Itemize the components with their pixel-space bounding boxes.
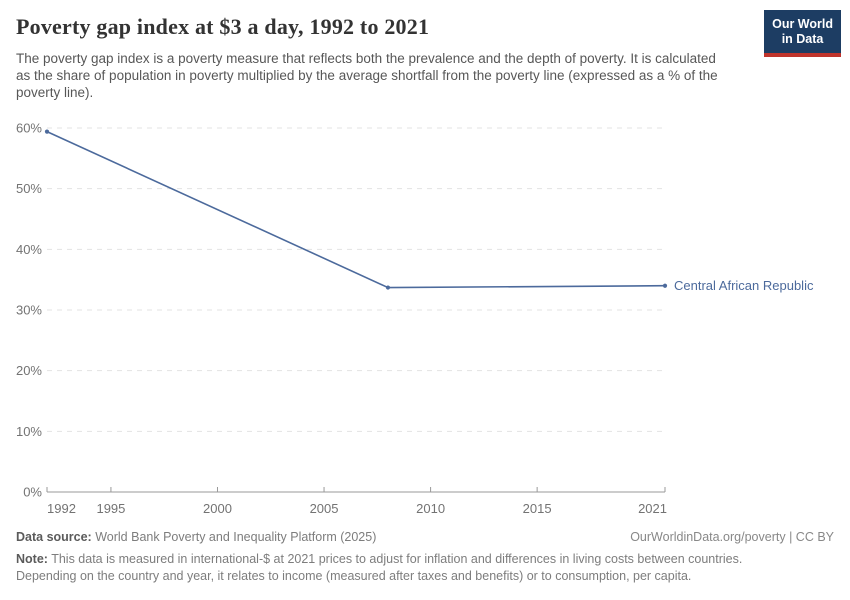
series-line [46, 130, 666, 289]
chart-subtitle: The poverty gap index is a poverty measu… [16, 51, 718, 100]
data-source-label: Data source: [16, 530, 92, 544]
source-row: Data source: World Bank Poverty and Ineq… [16, 530, 834, 544]
x-tick-label: 2005 [310, 501, 339, 516]
y-tick-label: 0% [23, 485, 42, 500]
y-tick-label: 40% [16, 242, 42, 257]
x-tick-label: 1992 [47, 501, 76, 516]
line-chart: 0% 10% 20% 30% 40% 50% 60% 1992 1995 2000 2005 2010… [16, 121, 814, 517]
x-tick-label: 1995 [96, 501, 125, 516]
series-label: Central African Republic [674, 278, 814, 293]
chart-footer: Data source: World Bank Poverty and Ineq… [16, 530, 834, 585]
data-source: Data source: World Bank Poverty and Ineq… [16, 530, 376, 544]
note-label: Note: [16, 552, 48, 566]
data-point [44, 129, 50, 134]
x-tick-label: 2000 [203, 501, 232, 516]
x-tick-label: 2010 [416, 501, 445, 516]
note-text: This data is measured in international-$… [16, 552, 743, 583]
y-tick-label: 30% [16, 303, 42, 318]
attribution-link[interactable]: OurWorldinData.org/poverty | CC BY [630, 530, 834, 544]
owid-logo: Our World in Data [764, 10, 841, 57]
data-source-value: World Bank Poverty and Inequality Platfo… [95, 530, 377, 544]
owid-logo-line1: Our World [772, 17, 833, 31]
x-tick-label: 2021 [638, 501, 667, 516]
data-point [662, 283, 668, 288]
data-point [385, 285, 391, 290]
note-block: Note: This data is measured in internati… [16, 551, 756, 585]
owid-logo-line2: in Data [781, 32, 824, 46]
y-tick-label: 50% [16, 181, 42, 196]
y-tick-label: 20% [16, 363, 42, 378]
y-tick-label: 10% [16, 424, 42, 439]
x-tick-label: 2015 [523, 501, 552, 516]
page-title: Poverty gap index at $3 a day, 1992 to 2… [16, 14, 430, 39]
y-tick-label: 60% [16, 121, 42, 136]
